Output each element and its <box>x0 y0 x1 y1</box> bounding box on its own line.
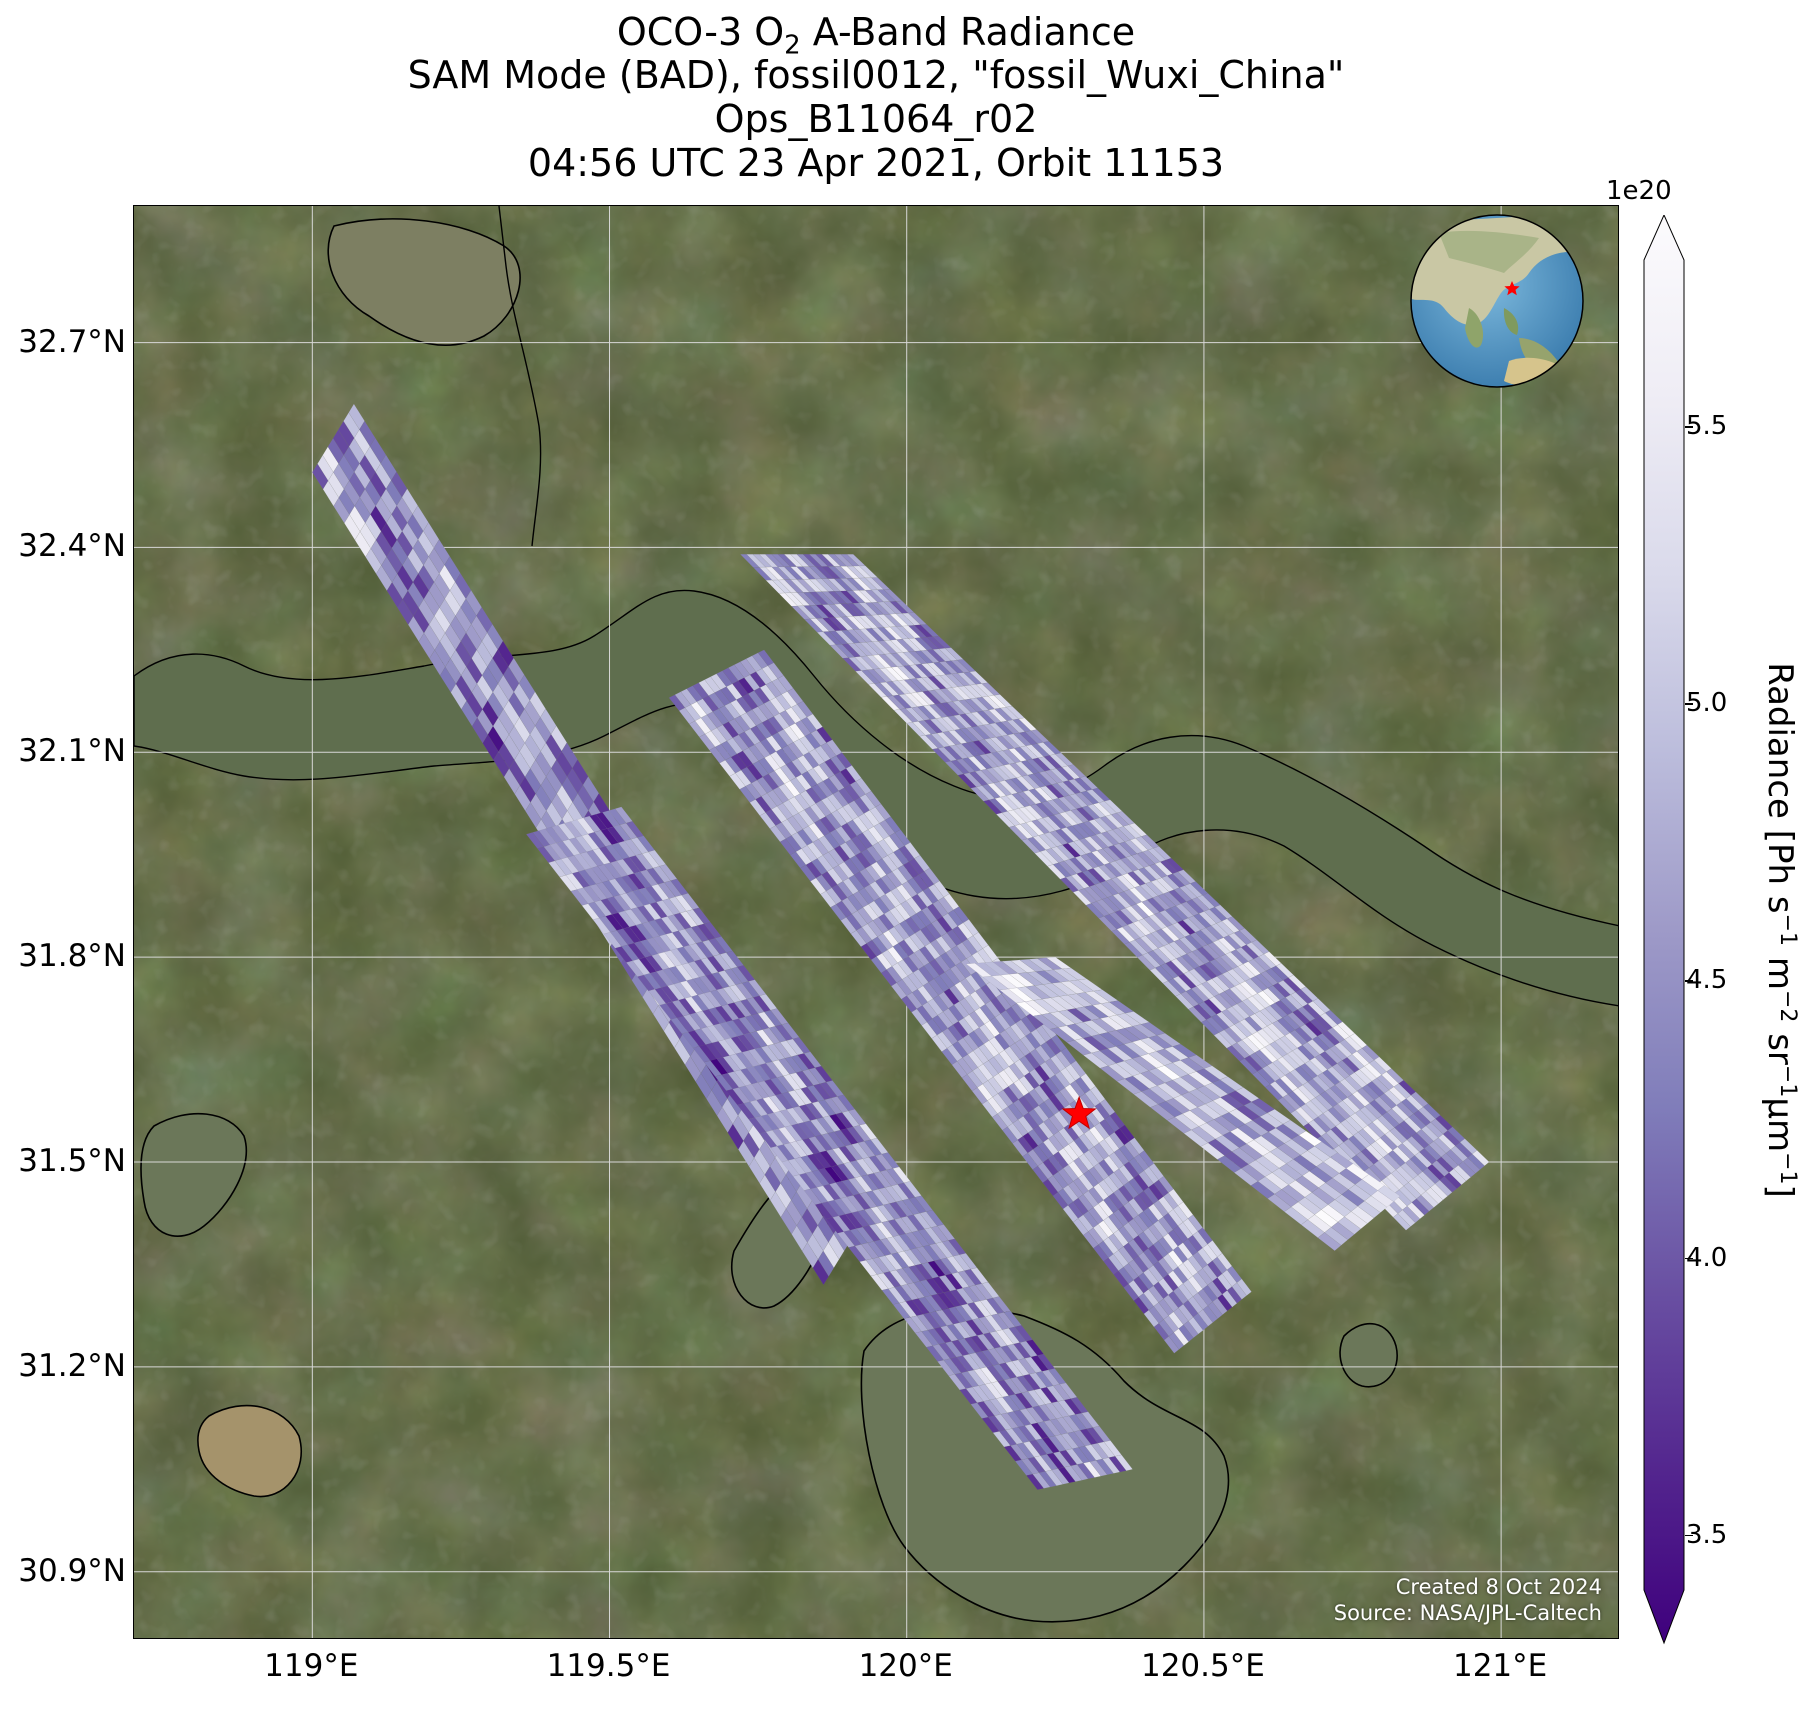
lon-tick-label: 119°E <box>264 1648 359 1684</box>
title-line-3: Ops_B11064_r02 <box>714 97 1038 141</box>
grand-canal <box>498 206 542 547</box>
colorbar-gradient <box>1643 215 1685 1645</box>
sounding-footprint <box>1236 1278 1252 1296</box>
lat-tick-label: 31.8°N <box>18 938 126 975</box>
lat-tick-label: 30.9°N <box>18 1552 126 1589</box>
lake-yangcheng <box>1339 1322 1398 1388</box>
colorbar-tick-mark <box>1685 980 1693 982</box>
lake-west <box>140 1112 247 1237</box>
colorbar-label: Radiance [Ph s−1 m−2 sr−1μm−1] <box>1759 662 1799 1198</box>
inset-globe <box>1410 214 1584 388</box>
lat-tick-label: 31.2°N <box>18 1347 126 1384</box>
target-star-marker <box>1061 1095 1097 1130</box>
colorbar-exponent: 1e20 <box>1606 176 1672 206</box>
created-date: Created 8 Oct 2024 <box>1395 1575 1602 1599</box>
lat-tick-label: 32.1°N <box>18 733 126 770</box>
globe-star-icon <box>1504 281 1520 296</box>
lat-tick-label: 32.4°N <box>18 528 126 565</box>
sounding-footprint <box>1471 1150 1490 1167</box>
globe-outline <box>1410 214 1584 388</box>
colorbar-tick-mark <box>1685 1257 1693 1259</box>
lon-tick-label: 120.5°E <box>1140 1648 1265 1684</box>
lake-gaoyou <box>327 218 521 347</box>
lon-tick-label: 120°E <box>858 1648 953 1684</box>
lon-tick-label: 119.5°E <box>546 1648 671 1684</box>
colorbar-tick-mark <box>1685 1534 1693 1537</box>
map-panel[interactable]: Created 8 Oct 2024 Source: NASA/JPL-Calt… <box>133 205 1619 1639</box>
lat-tick-label: 31.5°N <box>18 1143 126 1179</box>
colorbar <box>1643 215 1685 1645</box>
title-line-2: SAM Mode (BAD), fossil0012, "fossil_Wuxi… <box>407 53 1345 97</box>
map-canvas <box>134 206 1618 1638</box>
title-line-4: 04:56 UTC 23 Apr 2021, Orbit 11153 <box>527 141 1225 185</box>
lon-tick-label: 121°E <box>1452 1648 1548 1684</box>
sounding-footprint <box>1377 1185 1401 1202</box>
credits: Created 8 Oct 2024 Source: NASA/JPL-Calt… <box>1334 1574 1602 1626</box>
source-credit: Source: NASA/JPL-Caltech <box>1333 1601 1602 1625</box>
sounding-footprint <box>1114 1454 1133 1471</box>
lat-tick-label: 32.7°N <box>18 323 126 360</box>
lake-southwest <box>197 1404 302 1498</box>
title-line-1: OCO-3 O2 A-Band Radiance <box>616 10 1136 61</box>
colorbar-tick-mark <box>1685 426 1693 428</box>
colorbar-tick-mark <box>1685 703 1693 705</box>
